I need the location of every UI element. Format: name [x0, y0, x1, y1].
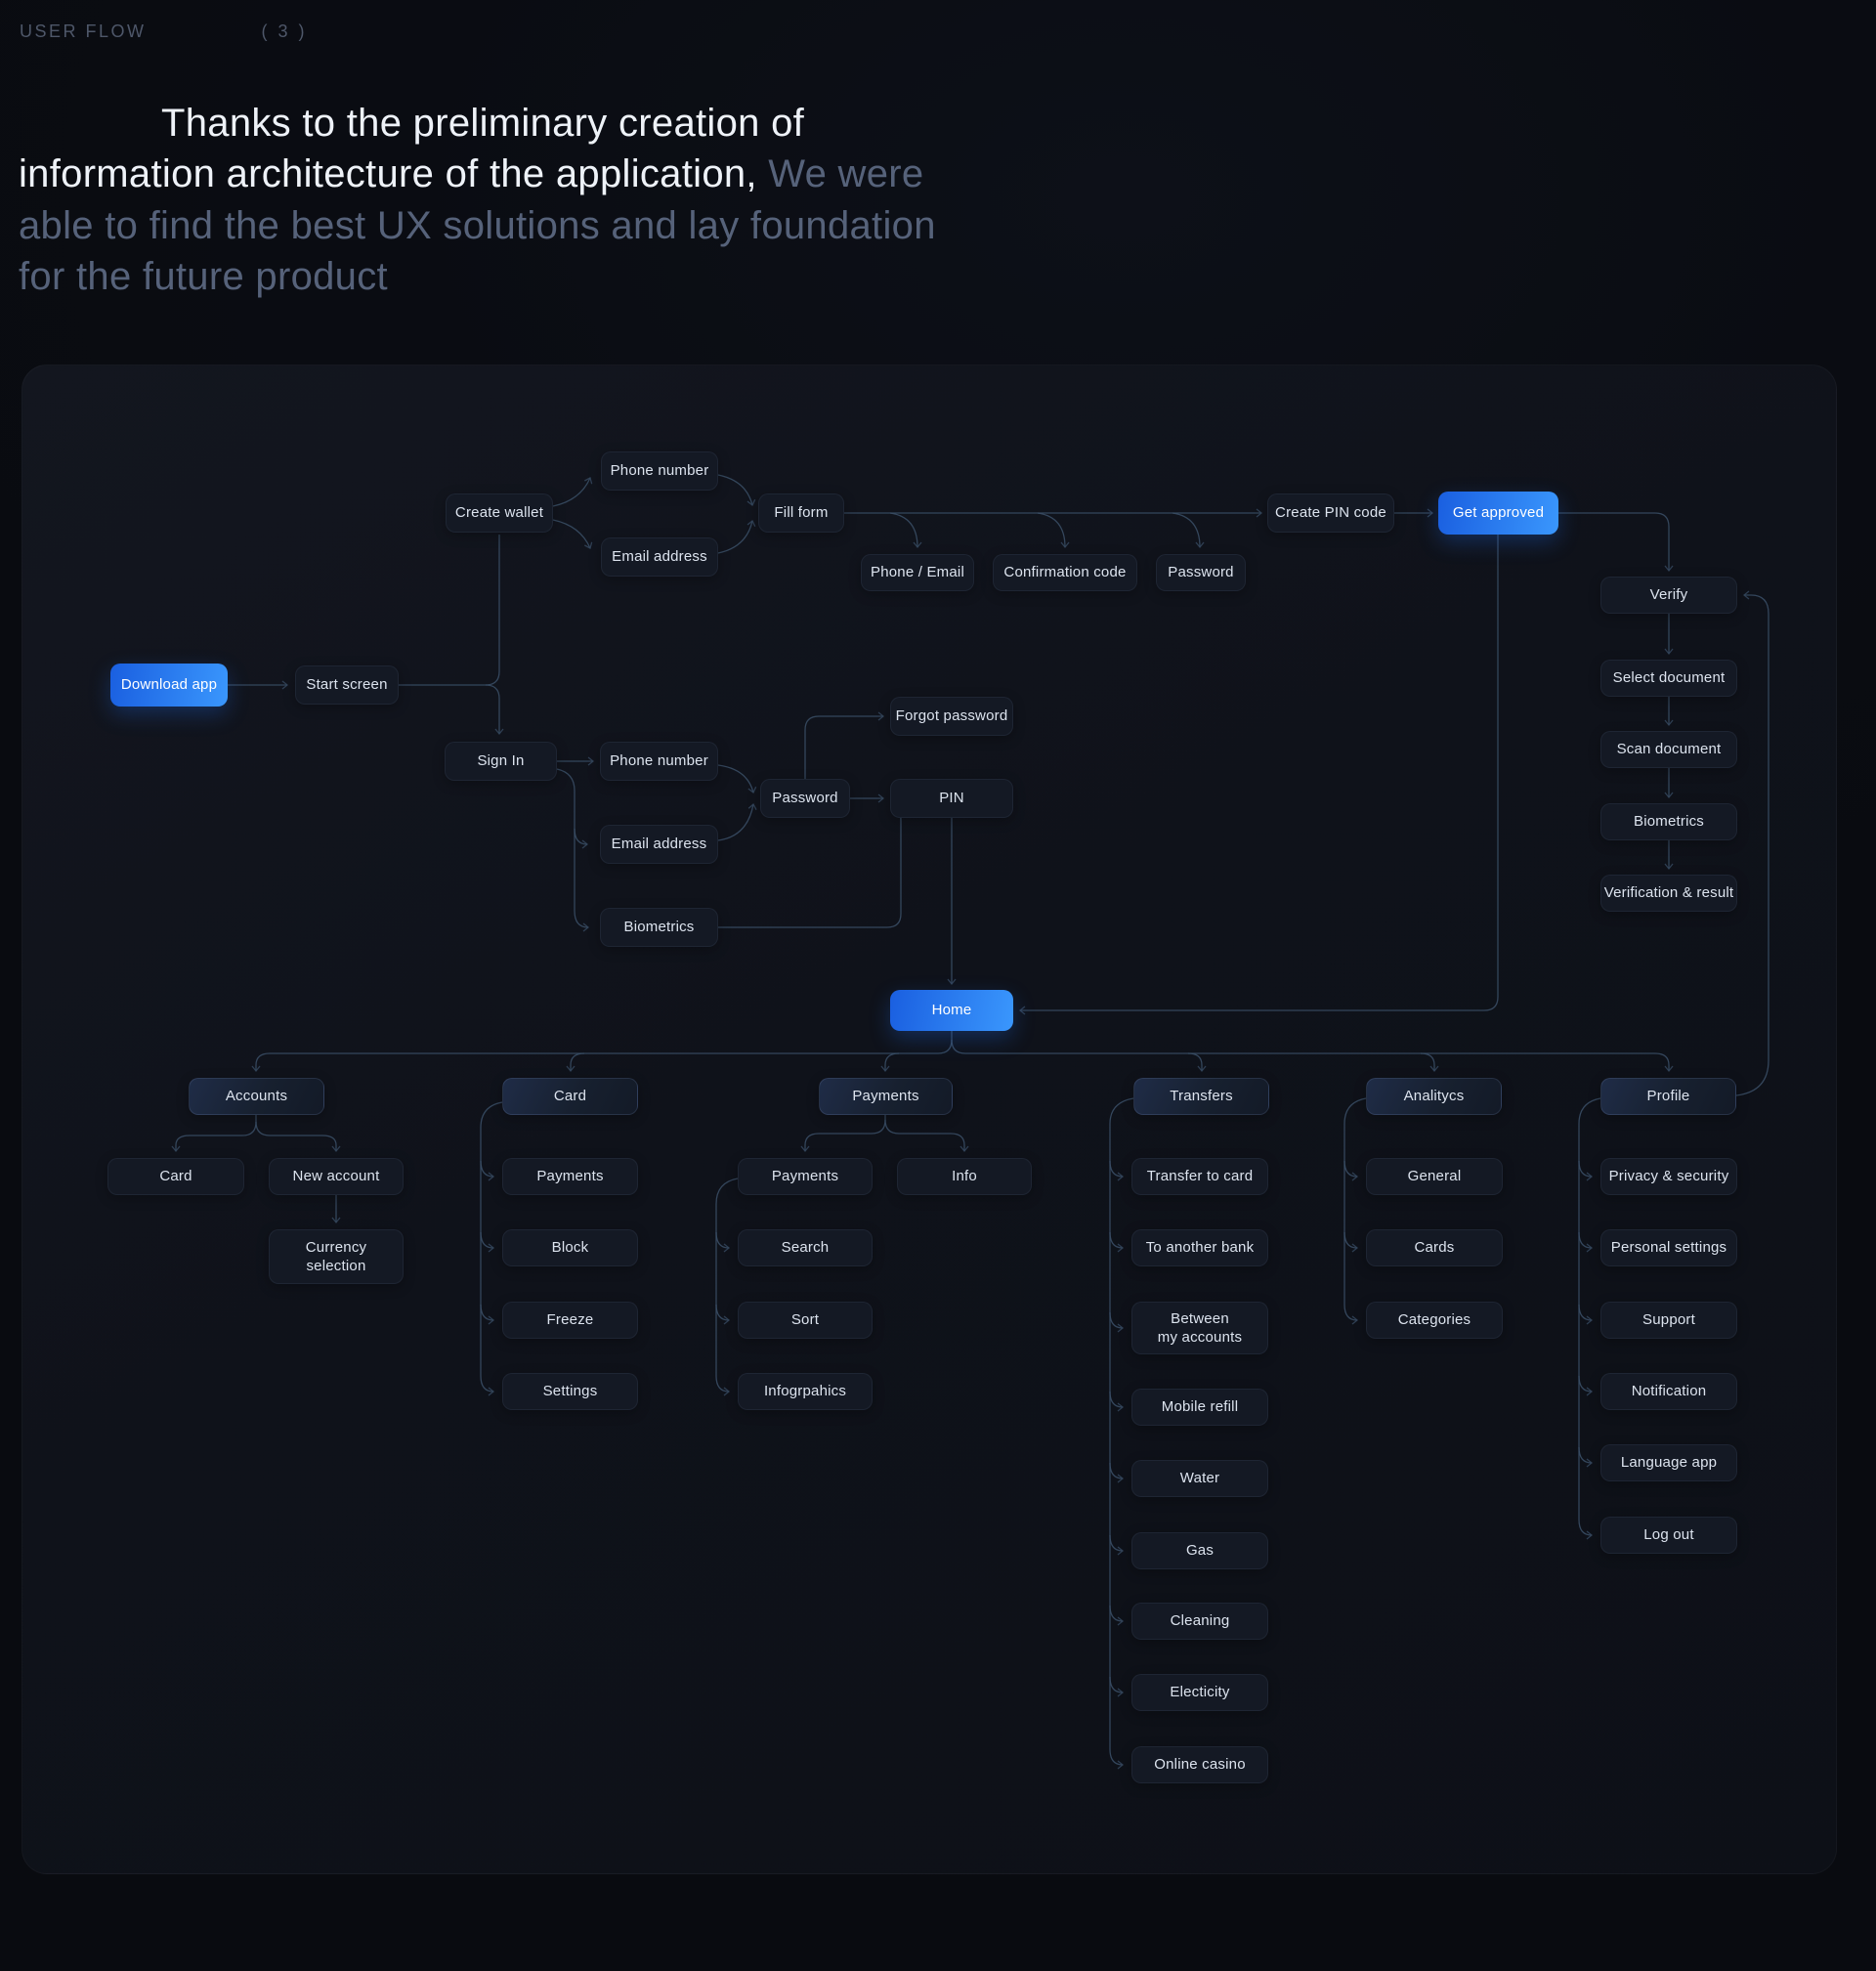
node-gas: Gas [1131, 1532, 1268, 1569]
intro-segment-muted: We were [756, 152, 924, 196]
node-email-address-signup: Email address [601, 537, 718, 577]
node-block: Block [502, 1229, 638, 1266]
intro-line: Thanks to the preliminary creation of [19, 98, 1191, 149]
node-payments-card: Payments [502, 1158, 638, 1195]
intro-line: information architecture of the applicat… [19, 149, 1191, 199]
node-between-my-accounts: Between my accounts [1131, 1302, 1268, 1354]
node-phone-email: Phone / Email [861, 554, 974, 591]
node-confirmation-code: Confirmation code [993, 554, 1137, 591]
node-download-app: Download app [110, 664, 228, 707]
node-sort: Sort [738, 1302, 873, 1339]
node-forgot-password: Forgot password [890, 697, 1013, 736]
intro-segment-muted: able to find the best UX solutions and l… [19, 203, 936, 247]
node-profile: Profile [1600, 1078, 1736, 1115]
node-phone-number-signin: Phone number [600, 742, 718, 781]
node-payments-sub: Payments [738, 1158, 873, 1195]
node-create-wallet: Create wallet [446, 493, 553, 533]
node-card-category: Card [502, 1078, 638, 1115]
node-home: Home [890, 990, 1013, 1031]
node-notification: Notification [1600, 1373, 1737, 1410]
node-infogrpahics: Infogrpahics [738, 1373, 873, 1410]
section-index: ( 3 ) [261, 21, 308, 41]
node-to-another-bank: To another bank [1131, 1229, 1268, 1266]
node-general: General [1366, 1158, 1503, 1195]
node-analitycs: Analitycs [1366, 1078, 1502, 1115]
node-email-address-signin: Email address [600, 825, 718, 864]
node-categories: Categories [1366, 1302, 1503, 1339]
node-biometrics-signin: Biometrics [600, 908, 718, 947]
node-info: Info [897, 1158, 1032, 1195]
node-sign-in: Sign In [445, 742, 557, 781]
node-cards: Cards [1366, 1229, 1503, 1266]
intro-segment-bright: information architecture of the applicat… [19, 152, 757, 196]
intro-segment-muted: for the future product [19, 255, 388, 299]
node-get-approved: Get approved [1438, 492, 1558, 535]
node-currency-selection: Currency selection [269, 1229, 404, 1284]
node-payments-category: Payments [819, 1078, 953, 1115]
node-log-out: Log out [1600, 1517, 1737, 1554]
node-search: Search [738, 1229, 873, 1266]
node-phone-number-signup: Phone number [601, 451, 718, 491]
intro-segment-bright: Thanks to the preliminary creation of [161, 102, 805, 145]
node-transfer-to-card: Transfer to card [1131, 1158, 1268, 1195]
intro-text: Thanks to the preliminary creation of inf… [19, 98, 1191, 303]
node-verify: Verify [1600, 577, 1737, 614]
node-verification-result: Verification & result [1600, 875, 1737, 912]
node-transfers: Transfers [1133, 1078, 1269, 1115]
node-fill-form: Fill form [758, 493, 844, 533]
node-scan-document: Scan document [1600, 731, 1737, 768]
node-settings: Settings [502, 1373, 638, 1410]
node-select-document: Select document [1600, 660, 1737, 697]
node-online-casino: Online casino [1131, 1746, 1268, 1783]
node-freeze: Freeze [502, 1302, 638, 1339]
node-privacy-security: Privacy & security [1600, 1158, 1737, 1195]
flow-panel [21, 364, 1837, 1874]
section-kicker: USER FLOW ( 3 ) [20, 21, 308, 42]
node-support: Support [1600, 1302, 1737, 1339]
node-new-account: New account [269, 1158, 404, 1195]
intro-line: for the future product [19, 251, 1191, 302]
node-cleaning: Cleaning [1131, 1603, 1268, 1640]
node-start-screen: Start screen [295, 665, 399, 705]
node-electicity: Electicity [1131, 1674, 1268, 1711]
node-mobile-refill: Mobile refill [1131, 1389, 1268, 1426]
node-biometrics-verify: Biometrics [1600, 803, 1737, 840]
node-personal-settings: Personal settings [1600, 1229, 1737, 1266]
node-accounts: Accounts [189, 1078, 324, 1115]
node-card-accounts: Card [107, 1158, 244, 1195]
node-password-signup: Password [1156, 554, 1246, 591]
node-language-app: Language app [1600, 1444, 1737, 1481]
node-water: Water [1131, 1460, 1268, 1497]
section-kicker-label: USER FLOW [20, 21, 147, 41]
node-pin: PIN [890, 779, 1013, 818]
intro-line: able to find the best UX solutions and l… [19, 200, 1191, 251]
node-password-signin: Password [760, 779, 850, 818]
node-create-pin-code: Create PIN code [1267, 493, 1394, 533]
